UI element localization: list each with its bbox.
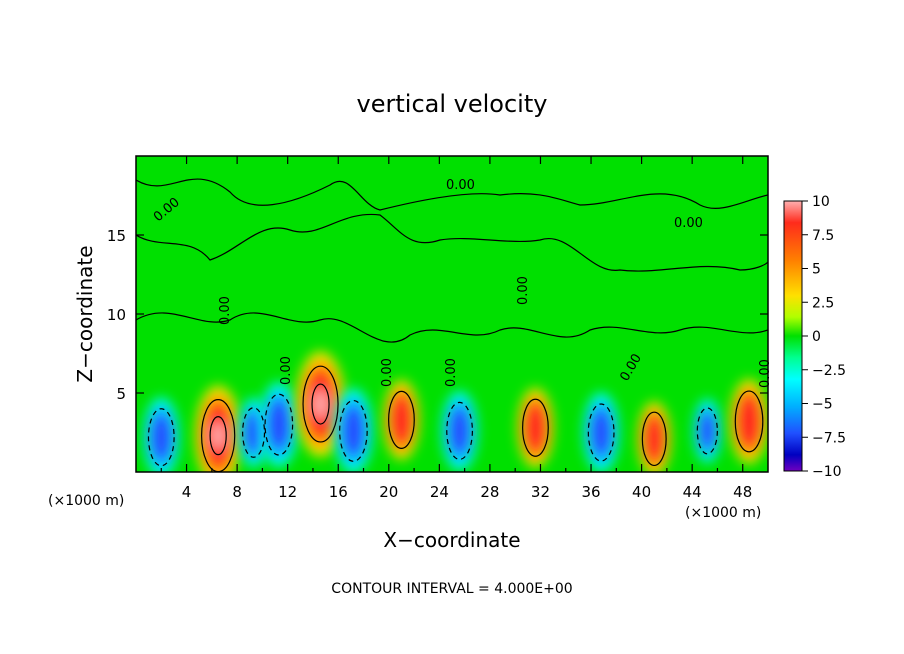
x-tick-label: 40 xyxy=(632,483,651,501)
contour-label: 0.00 xyxy=(446,178,475,193)
velocity-contour xyxy=(446,401,474,461)
velocity-cell-layer xyxy=(150,413,172,461)
y-tick-label: 5 xyxy=(116,385,126,403)
x-unit-right: (×1000 m) xyxy=(685,505,761,521)
contour-label: 0.00 xyxy=(674,216,703,231)
y-axis-label: Z−coordinate xyxy=(73,245,97,382)
velocity-cell xyxy=(259,382,298,467)
colorbar-label: 2.5 xyxy=(812,295,834,311)
contour-interval-note: CONTOUR INTERVAL = 4.000E+00 xyxy=(331,581,572,597)
contour-label: 0.00 xyxy=(279,356,294,385)
x-axis-label: X−coordinate xyxy=(383,528,520,552)
contour-label: 0.00 xyxy=(758,359,773,388)
x-tick-label: 28 xyxy=(480,483,499,501)
y-tick-label: 10 xyxy=(107,306,126,324)
x-tick-label: 16 xyxy=(329,483,348,501)
velocity-cell-layer xyxy=(644,415,665,462)
x-tick-label: 44 xyxy=(683,483,702,501)
colorbar-label: 7.5 xyxy=(812,228,834,244)
velocity-contour xyxy=(641,411,667,467)
velocity-cell-layer xyxy=(313,389,328,419)
velocity-contour xyxy=(264,393,294,456)
velocity-contour xyxy=(734,390,764,453)
velocity-contour xyxy=(522,398,549,457)
velocity-cell-layer xyxy=(211,421,225,450)
x-tick-label: 24 xyxy=(430,483,449,501)
x-tick-label: 4 xyxy=(182,483,192,501)
plot-area xyxy=(136,156,768,472)
velocity-contour xyxy=(302,365,339,443)
contour-label: 0.00 xyxy=(516,276,531,305)
velocity-cell xyxy=(195,385,242,472)
velocity-contour-inner xyxy=(209,416,227,456)
velocity-cell-layer xyxy=(698,411,716,451)
chart-title: vertical velocity xyxy=(357,90,548,118)
x-tick-label: 36 xyxy=(581,483,600,501)
colorbar-label: −7.5 xyxy=(812,430,846,446)
velocity-contour xyxy=(242,407,266,458)
velocity-contour xyxy=(147,408,175,467)
velocity-cell-layer xyxy=(244,411,263,454)
contour-upper-wavy xyxy=(136,178,768,211)
velocity-cell-layer xyxy=(267,399,291,450)
colorbar-gradient xyxy=(783,200,803,472)
velocity-contour xyxy=(388,390,415,449)
velocity-cell-layer xyxy=(448,407,471,455)
velocity-contour xyxy=(696,407,718,455)
velocity-cell-layer xyxy=(590,408,612,457)
velocity-contour xyxy=(587,403,615,462)
x-tick-label: 8 xyxy=(232,483,242,501)
y-tick-label: 15 xyxy=(107,227,126,245)
colorbar-label: 10 xyxy=(812,194,830,210)
contour-label: 0.00 xyxy=(218,296,233,325)
colorbar-label: 5 xyxy=(812,262,821,278)
velocity-contour xyxy=(339,399,368,462)
colorbar-label: −10 xyxy=(812,464,842,480)
x-unit-left: (×1000 m) xyxy=(48,493,124,509)
velocity-cell-layer xyxy=(341,405,365,457)
x-tick-label: 32 xyxy=(531,483,550,501)
contour-mid-wavy xyxy=(136,213,768,272)
x-tick-label: 20 xyxy=(379,483,398,501)
velocity-cell-layer xyxy=(737,395,761,448)
velocity-cell xyxy=(334,388,373,472)
contour-label: 0.00 xyxy=(444,358,459,387)
colorbar-label: −2.5 xyxy=(812,363,846,379)
colorbar: 10 7.5 5 2.5 0 −2.5 −5 −7.5 −10 xyxy=(783,194,846,480)
colorbar-label: −5 xyxy=(812,397,833,413)
velocity-cell xyxy=(693,399,722,463)
x-tick-label: 48 xyxy=(733,483,752,501)
velocity-cell-layer xyxy=(524,403,547,453)
x-tick-label: 12 xyxy=(278,483,297,501)
colorbar-label: 0 xyxy=(812,329,821,345)
velocity-contour-inner xyxy=(311,383,330,425)
contour-label: 0.00 xyxy=(380,358,395,387)
velocity-cell-layer xyxy=(390,395,413,445)
contour-lower-wavy xyxy=(136,312,768,343)
